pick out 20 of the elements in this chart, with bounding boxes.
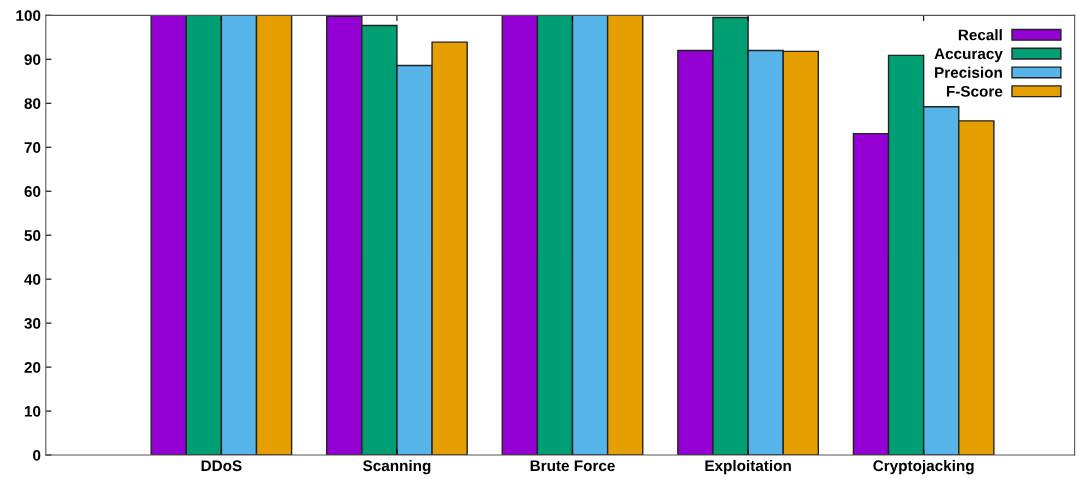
- x-tick-label: Cryptojacking: [873, 459, 974, 475]
- y-tick-label: 50: [24, 230, 41, 241]
- y-tick-label: 40: [24, 274, 41, 285]
- y-tick-label: 30: [24, 318, 41, 329]
- x-tick-label: Scanning: [363, 459, 431, 475]
- x-tick-label: DDoS: [201, 460, 242, 472]
- y-tick-label: 90: [24, 54, 41, 65]
- legend-label: Precision: [935, 66, 1002, 78]
- x-tick-label: Exploitation: [705, 459, 791, 475]
- x-tick-label: Brute Force: [530, 460, 615, 472]
- y-tick-label: 70: [24, 142, 41, 153]
- y-tick-label: 20: [24, 361, 41, 373]
- y-tick-label: 100: [16, 10, 41, 22]
- y-tick-label: 60: [24, 186, 41, 197]
- legend-label: Recall: [958, 29, 1002, 41]
- y-tick-label: 10: [24, 405, 41, 417]
- legend-label: F-Score: [946, 85, 1003, 97]
- legend-label: Accuracy: [934, 48, 1003, 63]
- y-tick-label: 0: [33, 449, 41, 461]
- y-tick-label: 80: [24, 98, 41, 109]
